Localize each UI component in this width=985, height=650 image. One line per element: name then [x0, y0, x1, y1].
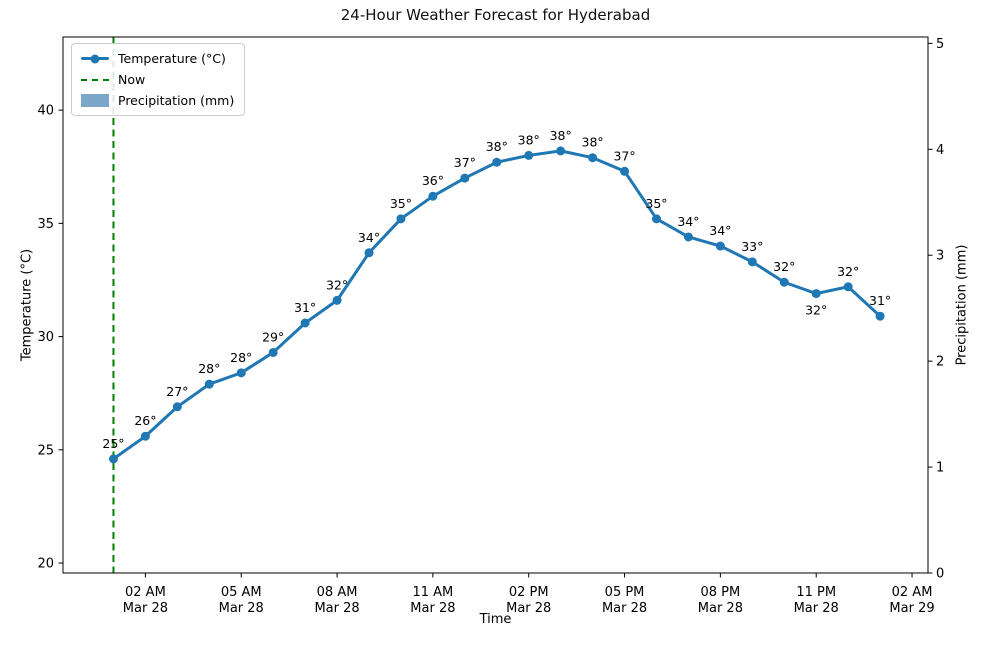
x-tick-label: Mar 28	[314, 601, 359, 616]
data-point-label: 36°	[422, 173, 444, 188]
now-dashed-line-icon	[81, 78, 109, 81]
legend: Temperature (°C) Now Precipitation (mm)	[71, 43, 246, 116]
data-point-marker	[300, 318, 310, 328]
x-tick-label: 08 PM	[701, 585, 741, 600]
y-tick-label: 3	[936, 249, 944, 264]
chart-title: 24-Hour Weather Forecast for Hyderabad	[340, 6, 651, 24]
data-point-label: 32°	[326, 277, 348, 292]
y-tick-label: 30	[37, 330, 54, 345]
data-point-marker	[236, 368, 246, 378]
x-tick-label: 05 PM	[605, 585, 645, 600]
data-point-marker	[140, 431, 150, 441]
data-point-label: 35°	[645, 196, 667, 211]
data-point-marker	[524, 150, 534, 160]
data-point-marker	[428, 191, 438, 201]
y-tick-label: 20	[37, 557, 54, 572]
data-point-label: 27°	[166, 384, 188, 399]
data-point-marker	[492, 157, 502, 167]
x-axis-label-time: Time	[479, 612, 512, 627]
data-point-marker	[396, 214, 406, 224]
x-tick-label: 02 AM	[892, 585, 933, 600]
legend-label: Now	[118, 72, 146, 87]
y-tick-label: 25	[37, 443, 54, 458]
data-point-marker	[460, 173, 470, 183]
data-point-label: 29°	[262, 329, 284, 344]
x-tick-label: Mar 28	[506, 601, 551, 616]
data-point-marker	[683, 232, 693, 242]
data-point-label: 33°	[741, 239, 763, 254]
data-point-label: 38°	[518, 132, 540, 147]
data-point-label: 31°	[869, 293, 891, 308]
x-tick-label: 05 AM	[221, 585, 262, 600]
data-point-label: 34°	[677, 214, 699, 229]
x-tick-label: 11 PM	[796, 585, 836, 600]
data-point-marker	[747, 257, 757, 267]
y-tick-label: 0	[936, 567, 944, 582]
data-point-label: 26°	[134, 413, 156, 428]
data-point-label: 38°	[486, 139, 508, 154]
x-tick-label: 11 AM	[412, 585, 453, 600]
data-point-marker	[332, 295, 342, 305]
x-tick-label: Mar 28	[410, 601, 455, 616]
legend-label: Precipitation (mm)	[118, 93, 235, 108]
temperature-line-icon	[81, 54, 109, 63]
data-point-label: 25°	[102, 436, 124, 451]
x-tick-label: Mar 28	[698, 601, 743, 616]
legend-item-precipitation: Precipitation (mm)	[81, 92, 234, 109]
data-point-label: 31°	[294, 300, 316, 315]
data-point-marker	[108, 454, 118, 464]
data-point-label: 28°	[198, 361, 220, 376]
y-tick-label: 2	[936, 355, 944, 370]
data-point-label: 38°	[550, 128, 572, 143]
data-point-marker	[779, 277, 789, 287]
data-point-marker	[620, 166, 630, 176]
data-point-marker	[651, 214, 661, 224]
y-tick-label: 5	[936, 37, 944, 52]
legend-item-temperature: Temperature (°C)	[81, 50, 234, 67]
data-point-label: 38°	[582, 135, 604, 150]
x-tick-label: 08 AM	[317, 585, 358, 600]
data-point-marker	[556, 146, 566, 156]
x-tick-label: Mar 28	[123, 601, 168, 616]
y-tick-label: 35	[37, 217, 54, 232]
x-tick-label: Mar 28	[219, 601, 264, 616]
data-point-label: 32°	[837, 264, 859, 279]
legend-label: Temperature (°C)	[118, 51, 226, 66]
y-tick-label: 1	[936, 461, 944, 476]
data-point-marker	[875, 311, 885, 321]
data-point-marker	[811, 289, 821, 299]
data-point-marker	[204, 379, 214, 389]
data-point-label: 28°	[230, 350, 252, 365]
x-tick-label: Mar 28	[794, 601, 839, 616]
data-point-label: 34°	[358, 230, 380, 245]
data-point-label: 34°	[709, 223, 731, 238]
data-point-marker	[588, 153, 598, 163]
temperature-line	[111, 149, 882, 461]
x-tick-label: 02 AM	[125, 585, 166, 600]
data-point-marker	[364, 248, 374, 258]
precipitation-patch-icon	[81, 94, 109, 107]
legend-item-now: Now	[81, 71, 234, 88]
y-tick-label: 40	[37, 104, 54, 119]
data-point-label: 32°	[805, 303, 827, 318]
data-point-marker	[172, 402, 182, 412]
data-point-marker	[715, 241, 725, 251]
data-point-label: 37°	[613, 148, 635, 163]
axis-spine	[62, 36, 929, 574]
x-tick-label: Mar 29	[889, 601, 934, 616]
data-point-marker	[268, 347, 278, 357]
data-point-marker	[843, 282, 853, 292]
data-point-label: 35°	[390, 196, 412, 211]
y-tick-label: 4	[936, 143, 944, 158]
x-tick-label: Mar 28	[602, 601, 647, 616]
data-point-label: 37°	[454, 155, 476, 170]
x-tick-label: 02 PM	[509, 585, 549, 600]
data-point-label: 32°	[773, 259, 795, 274]
